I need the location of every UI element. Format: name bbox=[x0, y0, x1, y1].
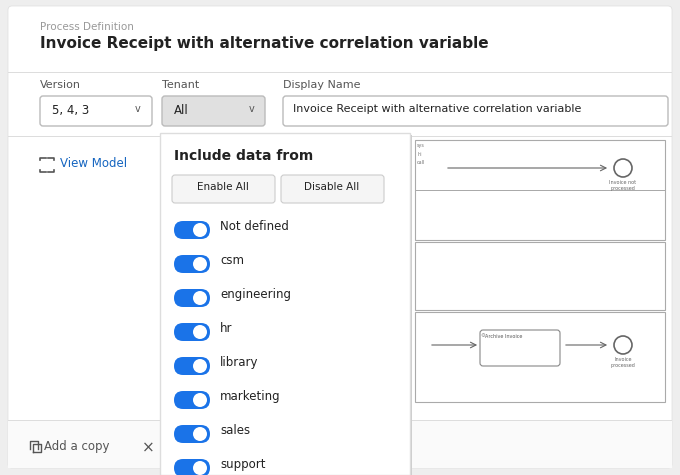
Text: csm: csm bbox=[220, 254, 244, 267]
Bar bbox=[162, 135, 412, 475]
Text: ×: × bbox=[141, 440, 154, 455]
Text: 5, 4, 3: 5, 4, 3 bbox=[52, 104, 89, 117]
Circle shape bbox=[193, 325, 207, 339]
Text: hr: hr bbox=[220, 322, 233, 335]
FancyBboxPatch shape bbox=[162, 96, 265, 126]
Text: Invoice Receipt with alternative correlation variable: Invoice Receipt with alternative correla… bbox=[293, 104, 581, 114]
FancyBboxPatch shape bbox=[174, 391, 210, 409]
Bar bbox=[415, 140, 665, 240]
Text: Include data from: Include data from bbox=[174, 149, 313, 163]
FancyBboxPatch shape bbox=[8, 6, 672, 468]
Text: Invoice
processed: Invoice processed bbox=[611, 357, 635, 368]
Text: support: support bbox=[220, 458, 265, 471]
Circle shape bbox=[193, 393, 207, 407]
Text: v: v bbox=[135, 104, 141, 114]
Text: Process Definition: Process Definition bbox=[40, 22, 134, 32]
Text: Disable All: Disable All bbox=[305, 182, 360, 192]
Text: sales: sales bbox=[220, 424, 250, 437]
Text: engineering: engineering bbox=[220, 288, 291, 301]
FancyBboxPatch shape bbox=[480, 330, 560, 366]
FancyBboxPatch shape bbox=[174, 357, 210, 375]
FancyBboxPatch shape bbox=[174, 323, 210, 341]
Text: ⚙: ⚙ bbox=[481, 333, 486, 338]
Circle shape bbox=[614, 159, 632, 177]
Text: Not defined: Not defined bbox=[220, 220, 289, 233]
Text: Add a copy: Add a copy bbox=[44, 440, 109, 453]
Bar bbox=[8, 72, 672, 73]
Circle shape bbox=[193, 257, 207, 271]
FancyBboxPatch shape bbox=[40, 96, 152, 126]
Circle shape bbox=[193, 427, 207, 441]
Text: library: library bbox=[220, 356, 258, 369]
Circle shape bbox=[193, 291, 207, 305]
Text: call: call bbox=[417, 160, 426, 165]
Text: Enable All: Enable All bbox=[197, 182, 249, 192]
Bar bbox=[415, 242, 665, 310]
FancyBboxPatch shape bbox=[283, 96, 668, 126]
Text: sys: sys bbox=[417, 143, 425, 148]
FancyBboxPatch shape bbox=[174, 459, 210, 475]
FancyBboxPatch shape bbox=[174, 289, 210, 307]
Bar bbox=[8, 136, 672, 137]
Circle shape bbox=[614, 336, 632, 354]
Text: View Model: View Model bbox=[60, 157, 127, 170]
Bar bbox=[415, 190, 665, 191]
Text: hi: hi bbox=[417, 152, 422, 157]
FancyBboxPatch shape bbox=[172, 175, 275, 203]
Bar bbox=[160, 133, 410, 475]
Circle shape bbox=[193, 359, 207, 373]
Text: marketing: marketing bbox=[220, 390, 281, 403]
FancyBboxPatch shape bbox=[281, 175, 384, 203]
FancyBboxPatch shape bbox=[174, 221, 210, 239]
Text: Display Name: Display Name bbox=[283, 80, 360, 90]
FancyBboxPatch shape bbox=[174, 255, 210, 273]
Text: v: v bbox=[249, 104, 255, 114]
Text: Version: Version bbox=[40, 80, 81, 90]
Text: Archive Invoice: Archive Invoice bbox=[485, 334, 522, 339]
Text: Invoice Receipt with alternative correlation variable: Invoice Receipt with alternative correla… bbox=[40, 36, 489, 51]
Bar bbox=[415, 312, 665, 402]
Circle shape bbox=[193, 461, 207, 475]
Text: All: All bbox=[174, 104, 189, 117]
Bar bbox=[8, 420, 672, 421]
FancyBboxPatch shape bbox=[174, 425, 210, 443]
Text: Invoice not
processed: Invoice not processed bbox=[609, 180, 636, 191]
Text: Tenant: Tenant bbox=[162, 80, 199, 90]
Bar bbox=[8, 421, 672, 468]
Circle shape bbox=[193, 223, 207, 237]
